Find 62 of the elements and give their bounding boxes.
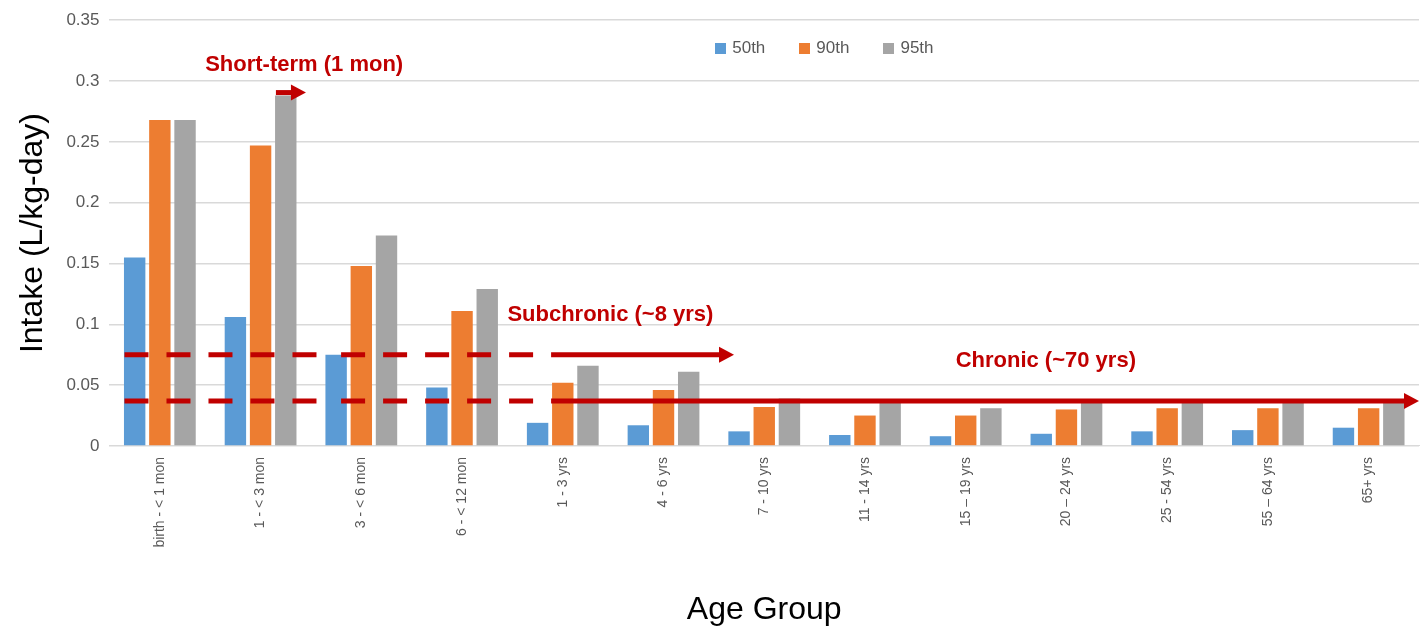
- bar: [1055, 409, 1078, 446]
- y-tick-label: 0: [90, 435, 100, 455]
- ref-line-label: Chronic (~70 yrs): [955, 346, 1136, 372]
- x-tick-label: 25 - 54 yrs: [1158, 456, 1175, 524]
- bar: [677, 371, 700, 446]
- x-axis-title: Age Group: [686, 589, 842, 626]
- bar: [829, 435, 851, 446]
- bar: [854, 415, 876, 446]
- bar: [1156, 408, 1178, 446]
- x-tick-label: 6 - < 12 mon: [452, 456, 469, 536]
- bar: [1332, 427, 1355, 446]
- bar: [1383, 400, 1405, 446]
- bar: [1257, 408, 1279, 446]
- bar: [375, 235, 398, 446]
- x-tick-label: 3 - < 6 mon: [352, 456, 369, 529]
- bar: [476, 289, 498, 446]
- bar: [1131, 431, 1153, 446]
- bar: [224, 317, 247, 446]
- y-tick-label: 0.05: [66, 374, 100, 394]
- bar: [426, 387, 448, 446]
- x-tick-label: 65+ yrs: [1359, 456, 1376, 504]
- y-tick-label: 0.35: [66, 9, 100, 29]
- y-tick-label: 0.25: [66, 131, 100, 151]
- bar: [955, 415, 977, 446]
- annotation: Short-term (1 mon): [205, 51, 404, 77]
- bar: [1282, 400, 1304, 446]
- bar: [249, 145, 272, 446]
- y-tick-label: 0.2: [75, 192, 100, 212]
- x-tick-label: 11 - 14 yrs: [855, 456, 872, 523]
- legend-label: 90th: [816, 38, 850, 59]
- bar: [1357, 408, 1380, 446]
- bar: [325, 354, 347, 446]
- x-tick-label: 15 – 19 yrs: [956, 456, 973, 527]
- bar: [174, 119, 196, 446]
- y-tick-label: 0.15: [66, 253, 100, 273]
- bar: [1030, 433, 1052, 446]
- x-tick-label: birth - < 1 mon: [150, 456, 167, 548]
- x-tick-label: 7 - 10 yrs: [755, 456, 772, 516]
- bar: [577, 365, 599, 446]
- x-tick-label: 1 - 3 yrs: [553, 456, 570, 508]
- y-axis-title: Intake (L/kg-day): [13, 113, 50, 354]
- legend-label: 50th: [732, 38, 766, 59]
- bar: [123, 257, 146, 446]
- bar: [929, 436, 952, 446]
- x-tick-label: 4 - 6 yrs: [654, 456, 671, 508]
- legend-label: 95th: [900, 38, 934, 59]
- bar: [879, 400, 901, 446]
- bar: [451, 310, 473, 446]
- x-tick-label: 1 - < 3 mon: [251, 456, 268, 529]
- bar: [149, 119, 171, 446]
- ref-line-label: Subchronic (~8 yrs): [507, 300, 714, 326]
- bar: [753, 407, 775, 446]
- bar: [627, 425, 650, 446]
- bar: [526, 422, 549, 446]
- x-tick-label: 20 – 24 yrs: [1057, 456, 1074, 527]
- x-tick-label: 55 – 64 yrs: [1258, 456, 1275, 527]
- bar: [980, 408, 1002, 446]
- y-tick-label: 0.1: [75, 313, 100, 333]
- bar: [350, 265, 373, 446]
- y-tick-label: 0.3: [75, 70, 100, 90]
- bar: [1232, 430, 1254, 446]
- bar: [728, 431, 750, 446]
